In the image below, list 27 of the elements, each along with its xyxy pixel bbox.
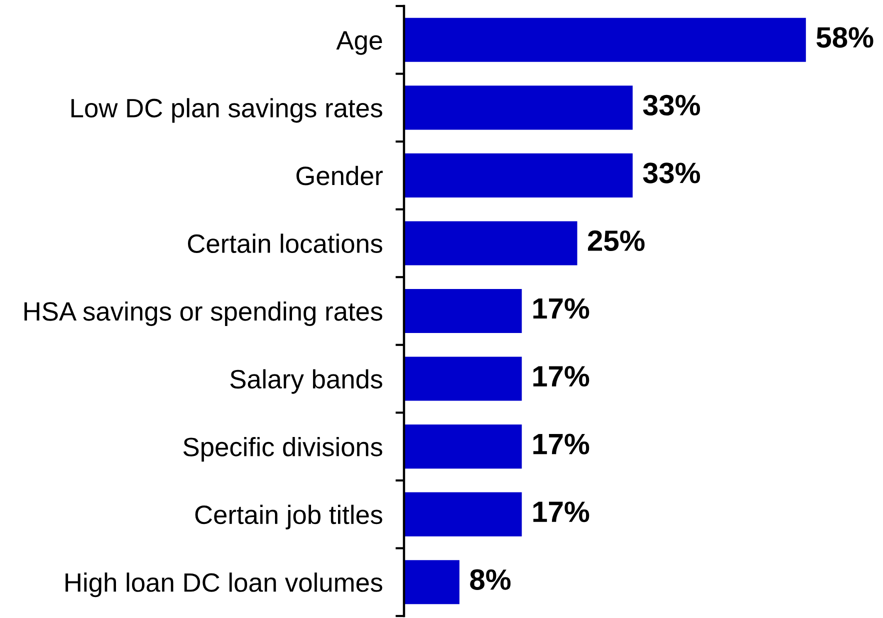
y-tick-label: Gender: [296, 166, 383, 186]
bar: [404, 221, 578, 266]
data-label: 8%: [470, 569, 511, 590]
data-label: 58%: [816, 27, 874, 48]
bar: [404, 492, 522, 536]
y-tick-label: Salary bands: [230, 369, 382, 394]
bar: [404, 153, 633, 198]
bar: [404, 560, 460, 604]
bar: [404, 86, 633, 130]
y-tick-label: HSA savings or spending rates: [24, 301, 382, 326]
bar: [404, 18, 806, 62]
bar: [404, 288, 522, 334]
data-label: 17%: [533, 366, 590, 387]
y-tick-label: Certain job titles: [195, 504, 382, 530]
y-tick-label: High loan DC loan volumes: [66, 572, 382, 598]
data-label: 25%: [588, 230, 645, 252]
bar: [404, 424, 522, 469]
data-label: 17%: [533, 502, 590, 522]
y-tick-label: Age: [336, 31, 382, 55]
y-tick-label: Specific divisions: [183, 436, 382, 462]
data-label: 33%: [643, 94, 700, 116]
bar: [404, 356, 522, 401]
y-tick-label: Certain locations: [188, 234, 382, 254]
y-tick-label: Low DC plan savings rates: [71, 98, 382, 123]
data-label: 17%: [533, 298, 590, 319]
data-label: 17%: [533, 434, 590, 454]
data-label: 33%: [643, 162, 700, 184]
